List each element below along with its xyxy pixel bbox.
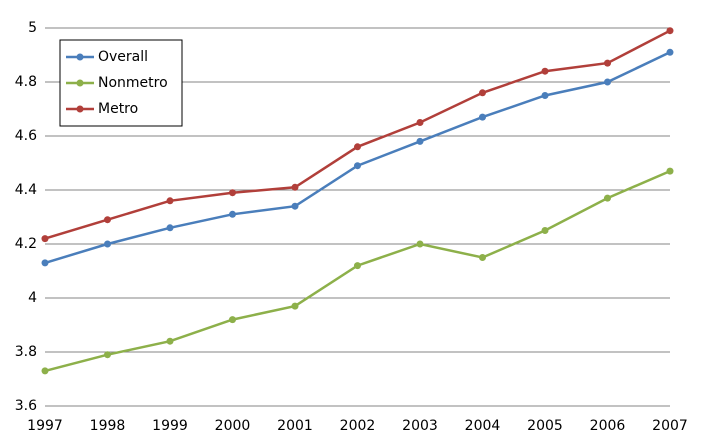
point <box>604 194 611 202</box>
legend-marker <box>76 79 84 87</box>
x-tick-label: 2002 <box>340 418 376 434</box>
point <box>666 48 674 56</box>
y-tick-label: 4.2 <box>15 236 37 252</box>
point <box>479 113 486 121</box>
point <box>41 235 49 243</box>
x-tick-label: 2000 <box>215 418 251 434</box>
x-tick-label: 2006 <box>590 418 626 434</box>
legend-label: Nonmetro <box>98 75 168 91</box>
point <box>354 143 361 151</box>
legend-marker <box>76 53 84 61</box>
y-tick-label: 3.8 <box>15 344 37 360</box>
point <box>666 27 674 35</box>
x-tick-label: 2005 <box>527 418 563 434</box>
point <box>416 137 424 145</box>
x-tick-label: 1999 <box>152 418 188 434</box>
point <box>291 202 299 210</box>
point <box>666 167 674 175</box>
y-tick-label: 5 <box>28 20 37 36</box>
point <box>104 240 111 248</box>
point <box>104 351 111 359</box>
x-tick-label: 1998 <box>90 418 126 434</box>
point <box>229 316 236 324</box>
x-tick-label: 1997 <box>27 418 63 434</box>
point <box>41 367 49 375</box>
point <box>229 210 236 218</box>
point <box>479 89 486 97</box>
x-tick-label: 2007 <box>652 418 688 434</box>
point <box>291 302 299 310</box>
legend-label: Metro <box>98 101 138 117</box>
x-tick-label: 2003 <box>402 418 438 434</box>
point <box>229 189 236 197</box>
point <box>541 227 549 234</box>
y-tick-label: 4 <box>28 290 37 306</box>
point <box>166 224 174 232</box>
point <box>354 162 361 170</box>
point <box>604 59 611 67</box>
y-tick-label: 4.4 <box>15 182 37 198</box>
legend-label: Overall <box>98 49 148 65</box>
x-tick-label: 2001 <box>277 418 313 434</box>
legend-marker <box>76 105 84 113</box>
point <box>291 183 299 191</box>
y-tick-label: 4.6 <box>15 128 37 144</box>
point <box>41 259 49 267</box>
y-tick-label: 3.6 <box>15 398 37 414</box>
point <box>604 78 611 86</box>
x-tick-label: 2004 <box>465 418 501 434</box>
point <box>104 216 111 224</box>
point <box>479 254 486 261</box>
point <box>416 119 424 126</box>
point <box>416 240 424 248</box>
point <box>166 197 174 205</box>
point <box>166 337 174 345</box>
point <box>354 262 361 270</box>
y-tick-label: 4.8 <box>15 74 37 90</box>
series-line <box>44 169 671 373</box>
point <box>541 67 549 75</box>
point <box>541 92 549 99</box>
